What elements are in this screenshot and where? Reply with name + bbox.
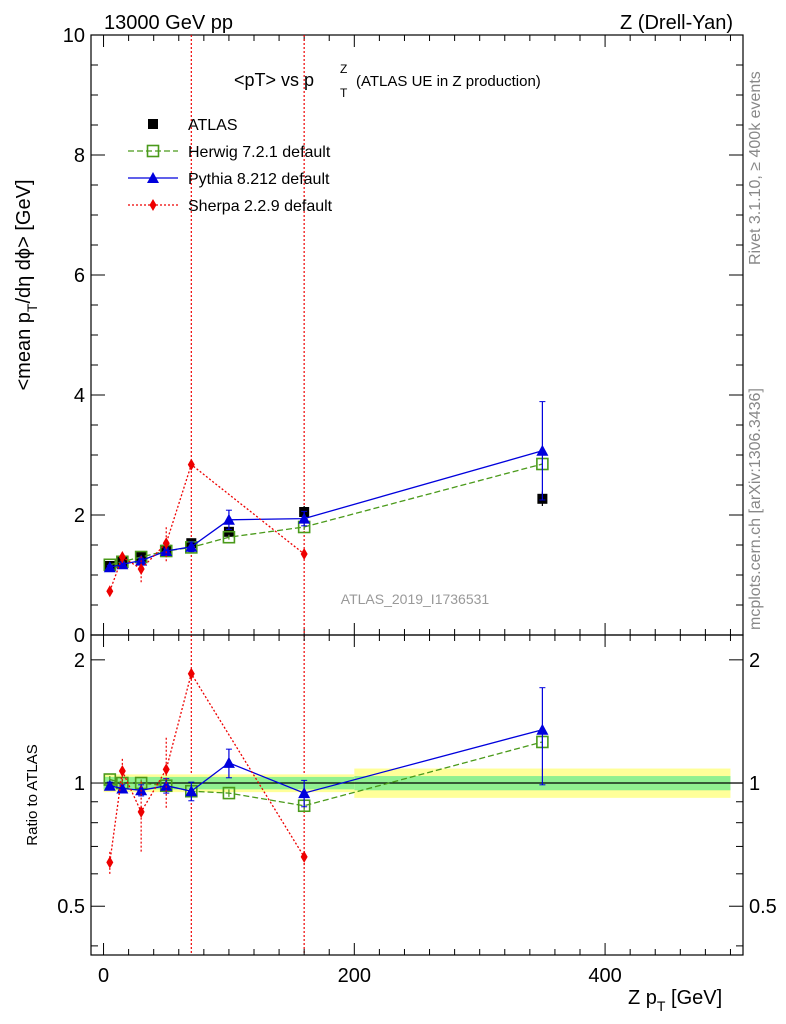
main-series-sherpa [106, 458, 308, 598]
main-point-pythia [222, 513, 235, 525]
legend-item-pythia: Pythia 8.212 default [128, 171, 330, 188]
legend-item-sherpa: Sherpa 2.2.9 default [128, 198, 333, 215]
main-point-herwig [222, 530, 236, 544]
energy-label: 13000 GeV pp [104, 12, 233, 34]
main-point-pythia [103, 561, 116, 573]
main-y-tick-label: 8 [74, 145, 85, 167]
ratio-point-herwig [222, 786, 236, 800]
ratio-point-sherpa [118, 765, 126, 778]
svg-text:<mean pT/dη dϕ> [GeV]: <mean pT/dη dϕ> [GeV] [13, 179, 40, 390]
legend-marker-herwig [146, 144, 160, 158]
main-ylabel-part1: <mean p [13, 312, 35, 390]
ratio-line-sherpa [109, 672, 305, 863]
ratio-point-pythia [185, 785, 198, 797]
ratio-point-pythia [222, 756, 235, 768]
main-ylabel-part2: /dη dϕ> [GeV] [13, 179, 35, 303]
ratio-point-sherpa [106, 856, 114, 869]
main-y-tick-label: 0 [74, 625, 85, 647]
plot-title-sup: Z [340, 62, 347, 76]
ratio-y-tick-label-right: 1 [749, 773, 760, 795]
ratio-point-sherpa [162, 763, 170, 776]
main-point-sherpa [118, 551, 126, 563]
legend-marker-data [148, 119, 158, 129]
ratio-line-herwig [109, 741, 543, 807]
legend-label-herwig: Herwig 7.2.1 default [188, 144, 331, 161]
main-line-herwig [109, 463, 543, 566]
mcplots-label: mcplots.cern.ch [arXiv:1306.3436] [747, 388, 764, 630]
legend-label-sherpa: Sherpa 2.2.9 default [188, 198, 333, 215]
ratio-point-sherpa [300, 850, 308, 863]
x-tick-label: 400 [588, 965, 621, 987]
ratio-y-tick-label-left: 2 [74, 650, 85, 672]
main-y-tick-label: 6 [74, 265, 85, 287]
main-point-sherpa [300, 548, 308, 560]
main-point-pythia [536, 444, 549, 456]
legend-marker-sherpa [149, 199, 157, 211]
main-panel: 0 2 4 6 8 10 [63, 25, 744, 955]
plot-title-main: <pT> vs p [234, 70, 314, 90]
main-point-pythia [160, 545, 173, 556]
main-point-sherpa [187, 458, 195, 471]
ratio-y-tick-label-right: 0.5 [749, 896, 777, 918]
plot-title-tail: (ATLAS UE in Z production) [356, 73, 541, 90]
x-axis-label: Z pT [GeV] [628, 987, 722, 1014]
main-point-pythia [135, 554, 148, 566]
ratio-point-pythia [298, 787, 311, 799]
main-line-sherpa [109, 463, 305, 592]
ratio-frame [90, 634, 744, 956]
main-y-axis-label: <mean pT/dη dϕ> [GeV] [13, 179, 40, 390]
legend-marker-pythia [147, 172, 159, 183]
legend-item-herwig: Herwig 7.2.1 default [128, 144, 331, 161]
legend: ATLAS Herwig 7.2.1 default Pythia 8.212 de… [128, 117, 333, 215]
legend-label-pythia: Pythia 8.212 default [188, 171, 330, 188]
ratio-point-pythia [103, 779, 116, 791]
plot-title: <pT> vs p Z T (ATLAS UE in Z production) [234, 62, 541, 100]
ratio-y-axis-label: Ratio to ATLAS [24, 744, 41, 845]
main-point-pythia [185, 540, 198, 552]
svg-text:Z pT [GeV]: Z pT [GeV] [628, 987, 722, 1014]
main-y-tick-label: 4 [74, 385, 85, 407]
plot-title-sub: T [340, 86, 348, 100]
legend-label-data: ATLAS [188, 117, 238, 134]
main-y-tick-label: 10 [63, 25, 85, 47]
main-point-sherpa [162, 537, 170, 550]
xlabel-part2: [GeV] [665, 987, 722, 1009]
x-tick-label: 200 [338, 965, 371, 987]
ratio-point-pythia [536, 723, 549, 735]
ratio-y-tick-label-right: 2 [749, 650, 760, 672]
main-series-data [104, 491, 548, 571]
main-point-pythia [116, 558, 129, 570]
xlabel-part1: Z p [628, 987, 657, 1009]
main-line-pythia [109, 450, 543, 568]
rivet-label: Rivet 3.1.10, ≥ 400k events [747, 71, 764, 265]
legend-item-data: ATLAS [148, 117, 238, 134]
ratio-panel: 0 200 400 0.5 0.5 1 1 2 2 [57, 634, 777, 987]
main-point-sherpa [106, 585, 114, 598]
process-label: Z (Drell-Yan) [620, 12, 733, 34]
main-y-tick-label: 2 [74, 505, 85, 527]
ratio-point-sherpa [187, 667, 195, 680]
main-point-sherpa [137, 563, 145, 575]
analysis-label: ATLAS_2019_I1736531 [341, 591, 490, 607]
ratio-y-tick-label-left: 0.5 [57, 896, 85, 918]
main-ylabel-sub: T [24, 303, 40, 312]
main-point-pythia [298, 512, 311, 524]
ratio-series-sherpa [106, 667, 308, 874]
ratio-point-pythia [160, 779, 173, 791]
ratio-point-sherpa [137, 805, 145, 818]
main-series-pythia [103, 401, 549, 573]
ratio-series-pythia [103, 687, 549, 808]
ratio-y-tick-label-left: 1 [74, 773, 85, 795]
x-tick-label: 0 [98, 965, 109, 987]
xlabel-sub: T [657, 998, 666, 1014]
